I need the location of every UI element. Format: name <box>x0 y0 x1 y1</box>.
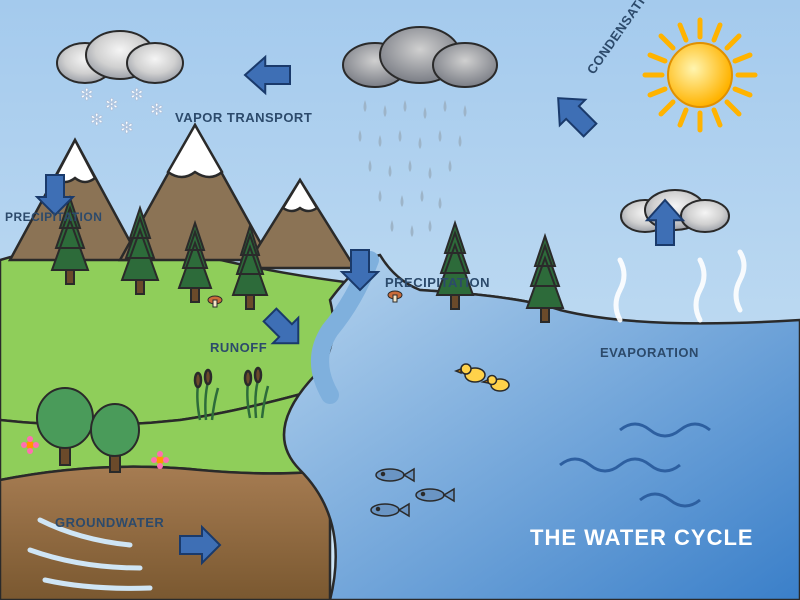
vapor-transport-label: VAPOR TRANSPORT <box>175 110 312 125</box>
runoff-label: RUNOFF <box>210 340 267 355</box>
precipitation-mid-label: PRECIPITATION <box>385 275 490 290</box>
precipitation-left-label: PRECIPITATION <box>5 210 102 224</box>
svg-text:✻: ✻ <box>120 120 133 137</box>
water-cycle-diagram: ✻✻ ✻✻ ✻✻ VAPOR TRANSPORT <box>0 0 800 600</box>
svg-text:✻: ✻ <box>150 102 163 119</box>
scene-svg: ✻✻ ✻✻ ✻✻ <box>0 0 800 600</box>
svg-text:✻: ✻ <box>80 87 93 104</box>
sun-icon <box>645 20 755 130</box>
svg-text:✻: ✻ <box>105 97 118 114</box>
evaporation-label: EVAPORATION <box>600 345 699 360</box>
svg-text:✻: ✻ <box>130 87 143 104</box>
svg-text:✻: ✻ <box>90 112 103 129</box>
diagram-title: THE WATER CYCLE <box>530 525 754 551</box>
groundwater-label: GROUNDWATER <box>55 515 164 530</box>
